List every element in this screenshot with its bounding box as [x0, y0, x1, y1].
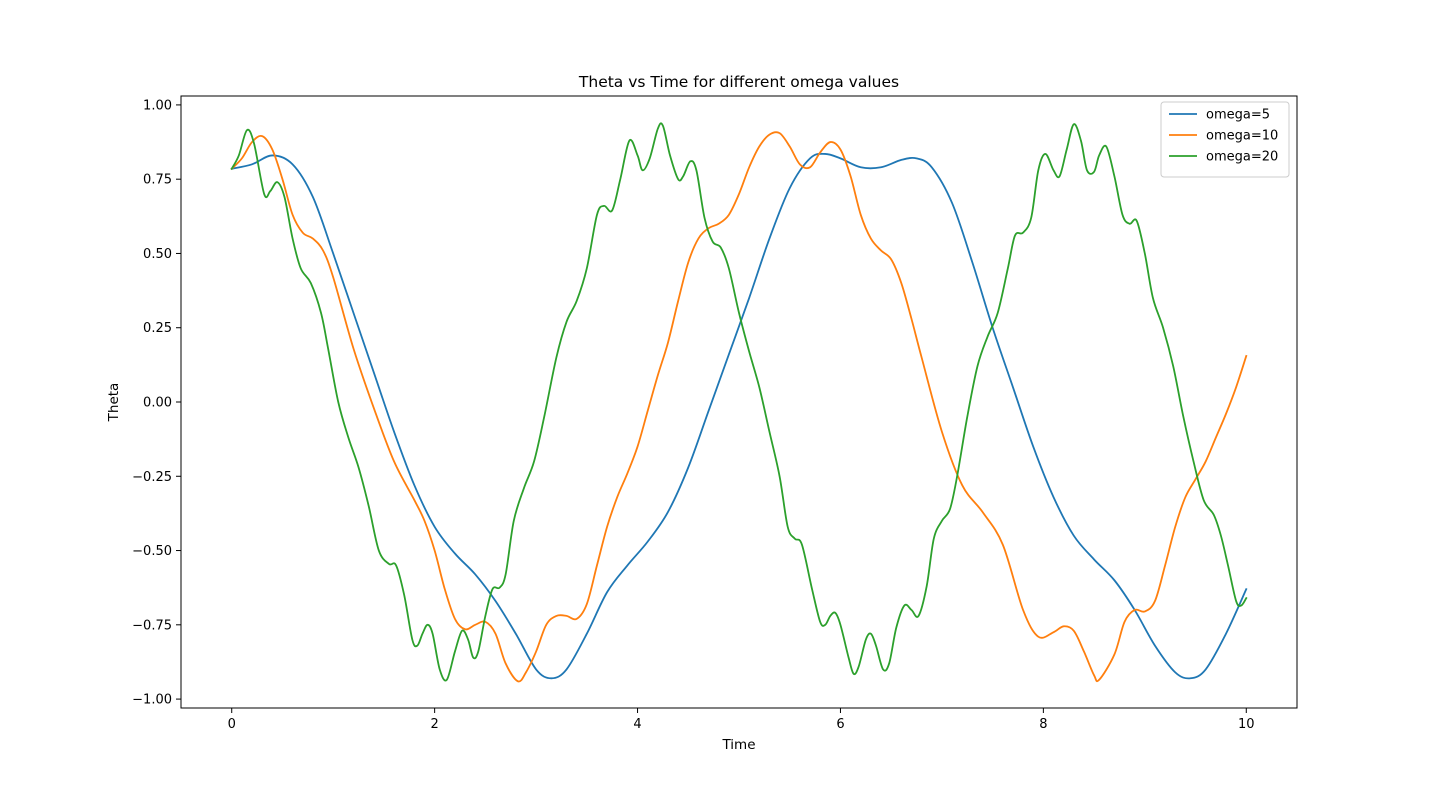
x-tick-label: 2	[430, 717, 438, 732]
legend-label-2: omega=10	[1206, 129, 1278, 144]
chart-title: Theta vs Time for different omega values	[578, 73, 899, 91]
legend-label-3: omega=20	[1206, 150, 1278, 165]
y-tick-label: 1.00	[143, 98, 172, 113]
legend: omega=5 omega=10 omega=20	[1160, 101, 1290, 178]
y-tick-label: 0.00	[143, 396, 172, 411]
x-tick-label: 4	[633, 717, 641, 732]
x-tick-label: 8	[1039, 717, 1047, 732]
series-layer	[230, 122, 1248, 683]
y-tick-label: −0.50	[132, 544, 172, 559]
x-tick-label: 10	[1238, 717, 1255, 732]
y-tick-label: 0.25	[143, 321, 172, 336]
x-tick-label: 6	[836, 717, 844, 732]
legend-label-1: omega=5	[1206, 108, 1270, 123]
series-line-3	[230, 122, 1248, 682]
y-tick-label: 0.75	[143, 173, 172, 188]
y-tick-label: −0.25	[132, 470, 172, 485]
legend-box	[1160, 101, 1290, 178]
y-tick-label: −0.75	[132, 618, 172, 633]
y-tick-label: 0.50	[143, 247, 172, 262]
ticks-layer: 0 2 4 6 8 10 −1.00 −0.75 −0.50 −0.25 0.00 0.25 0.50 0…	[132, 98, 1254, 732]
series-line-2	[230, 131, 1248, 683]
series-line-1	[230, 152, 1248, 680]
x-tick-label: 0	[228, 717, 236, 732]
y-tick-label: −1.00	[132, 693, 172, 708]
y-axis-label: Theta	[106, 383, 122, 423]
x-axis-label: Time	[721, 737, 755, 753]
